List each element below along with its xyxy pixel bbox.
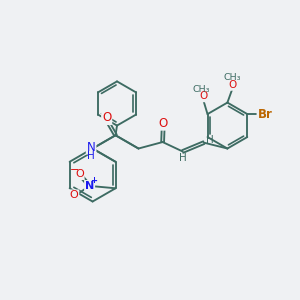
Text: CH₃: CH₃	[193, 85, 210, 94]
Text: H: H	[179, 153, 187, 163]
Text: H: H	[87, 151, 95, 160]
Text: O: O	[159, 117, 168, 130]
Text: CH₃: CH₃	[224, 73, 242, 82]
Text: N: N	[85, 181, 94, 191]
Text: −: −	[70, 165, 79, 175]
Text: O: O	[199, 92, 207, 101]
Text: +: +	[90, 176, 97, 185]
Text: O: O	[229, 80, 237, 90]
Text: O: O	[102, 111, 111, 124]
Text: Br: Br	[257, 108, 272, 121]
Text: O: O	[70, 190, 78, 200]
Text: N: N	[87, 141, 95, 154]
Text: O: O	[75, 169, 84, 179]
Text: H: H	[206, 135, 214, 145]
